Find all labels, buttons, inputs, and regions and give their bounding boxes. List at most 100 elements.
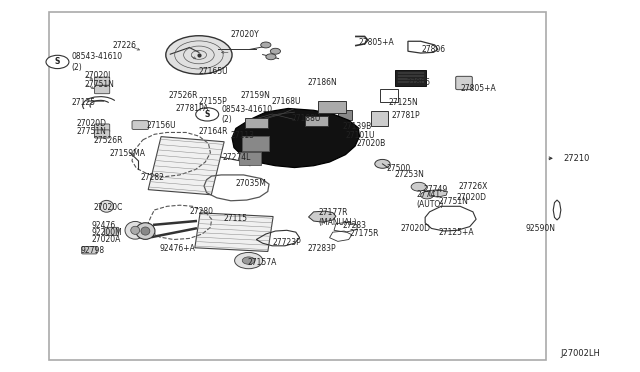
Circle shape	[411, 182, 426, 191]
FancyBboxPatch shape	[243, 136, 269, 151]
Text: 27175R: 27175R	[350, 229, 380, 238]
Circle shape	[266, 54, 276, 60]
Text: 27155P: 27155P	[199, 97, 228, 106]
FancyBboxPatch shape	[95, 86, 109, 94]
FancyBboxPatch shape	[132, 121, 148, 129]
Text: 27751N: 27751N	[77, 127, 106, 136]
Polygon shape	[429, 190, 447, 197]
Text: 27283: 27283	[343, 221, 367, 230]
FancyBboxPatch shape	[95, 77, 109, 85]
Circle shape	[196, 108, 219, 121]
Text: 27283P: 27283P	[307, 244, 336, 253]
Text: 27020A: 27020A	[92, 235, 121, 244]
Text: 27749: 27749	[423, 185, 447, 194]
Text: 27188U: 27188U	[291, 113, 321, 122]
Text: 27726X: 27726X	[458, 182, 488, 191]
FancyBboxPatch shape	[305, 116, 328, 126]
Text: 27282: 27282	[140, 173, 164, 182]
Text: 27035M: 27035M	[236, 179, 266, 188]
Text: 27020I: 27020I	[84, 71, 111, 80]
Text: 27781PA: 27781PA	[175, 104, 209, 113]
Circle shape	[420, 192, 433, 199]
Text: 27526R: 27526R	[168, 91, 198, 100]
Circle shape	[166, 36, 232, 74]
Text: 92200M: 92200M	[92, 228, 123, 237]
Text: 08543-41610
(2): 08543-41610 (2)	[221, 105, 273, 124]
Ellipse shape	[141, 227, 150, 235]
Text: 27805+A: 27805+A	[358, 38, 394, 46]
Text: 27280: 27280	[189, 206, 213, 216]
FancyBboxPatch shape	[318, 101, 346, 113]
Text: 27159MA: 27159MA	[109, 150, 146, 158]
Polygon shape	[148, 137, 224, 195]
Text: 27125: 27125	[72, 99, 95, 108]
Text: 27020D: 27020D	[77, 119, 107, 128]
Text: 92476: 92476	[92, 221, 116, 230]
Text: 27020D: 27020D	[401, 224, 431, 233]
Circle shape	[260, 42, 271, 48]
Text: 27101U: 27101U	[346, 131, 375, 140]
Ellipse shape	[136, 223, 155, 239]
Text: 27125+A: 27125+A	[438, 228, 474, 237]
Bar	[49, 13, 546, 359]
Text: 27020C: 27020C	[93, 202, 122, 212]
Text: 27159N: 27159N	[241, 91, 270, 100]
Text: 27186N: 27186N	[307, 78, 337, 87]
Circle shape	[243, 257, 255, 264]
Text: 27781P: 27781P	[392, 111, 420, 121]
Text: 27164R: 27164R	[199, 127, 228, 136]
Polygon shape	[308, 211, 336, 222]
Text: 27168U: 27168U	[271, 97, 301, 106]
Text: 27156U: 27156U	[147, 121, 176, 129]
FancyBboxPatch shape	[104, 227, 118, 235]
Circle shape	[270, 48, 280, 54]
Text: 27113: 27113	[231, 131, 255, 140]
Ellipse shape	[125, 221, 145, 239]
Text: J27002LH: J27002LH	[560, 350, 600, 359]
Text: 92476+A: 92476+A	[159, 244, 195, 253]
Text: 08543-41610
(2): 08543-41610 (2)	[72, 52, 123, 72]
Text: 27805+A: 27805+A	[460, 84, 496, 93]
Polygon shape	[232, 109, 360, 167]
FancyBboxPatch shape	[456, 76, 472, 90]
Text: 27805: 27805	[406, 78, 430, 87]
FancyBboxPatch shape	[239, 152, 260, 164]
Text: 27020B: 27020B	[357, 140, 386, 148]
Text: 27115: 27115	[223, 214, 247, 223]
Text: 27526R: 27526R	[93, 136, 123, 145]
Text: 92798: 92798	[81, 246, 104, 255]
Text: 27500: 27500	[387, 164, 411, 173]
Text: S: S	[205, 110, 210, 119]
FancyBboxPatch shape	[245, 118, 268, 128]
FancyBboxPatch shape	[395, 70, 426, 86]
Text: 27125N: 27125N	[389, 98, 419, 107]
Text: 27274L: 27274L	[223, 153, 251, 162]
FancyBboxPatch shape	[338, 110, 352, 120]
Circle shape	[46, 55, 69, 68]
Text: 27226: 27226	[113, 41, 137, 50]
Text: 27741
(AUTO): 27741 (AUTO)	[417, 190, 444, 209]
FancyBboxPatch shape	[371, 112, 388, 126]
Text: 27253N: 27253N	[394, 170, 424, 179]
Text: 92590N: 92590N	[525, 224, 555, 233]
Text: 27177R
(MANUAL): 27177R (MANUAL)	[318, 208, 356, 227]
FancyBboxPatch shape	[95, 130, 109, 138]
Circle shape	[235, 253, 262, 269]
Circle shape	[375, 160, 390, 168]
Text: S: S	[55, 57, 60, 67]
Text: 27806: 27806	[422, 45, 446, 54]
Ellipse shape	[131, 226, 140, 234]
Text: 27020D: 27020D	[456, 193, 486, 202]
Text: 27157A: 27157A	[248, 258, 277, 267]
Text: 27165U: 27165U	[199, 67, 228, 76]
Ellipse shape	[100, 201, 113, 212]
FancyBboxPatch shape	[95, 124, 109, 132]
Polygon shape	[195, 213, 273, 251]
Text: 27751N: 27751N	[84, 80, 114, 89]
FancyBboxPatch shape	[82, 247, 97, 254]
Text: 27020Y: 27020Y	[231, 30, 260, 39]
Text: 27723P: 27723P	[272, 238, 301, 247]
Text: 27139B: 27139B	[342, 122, 372, 131]
Text: 27751N: 27751N	[438, 197, 468, 206]
Text: 27210: 27210	[563, 154, 590, 163]
